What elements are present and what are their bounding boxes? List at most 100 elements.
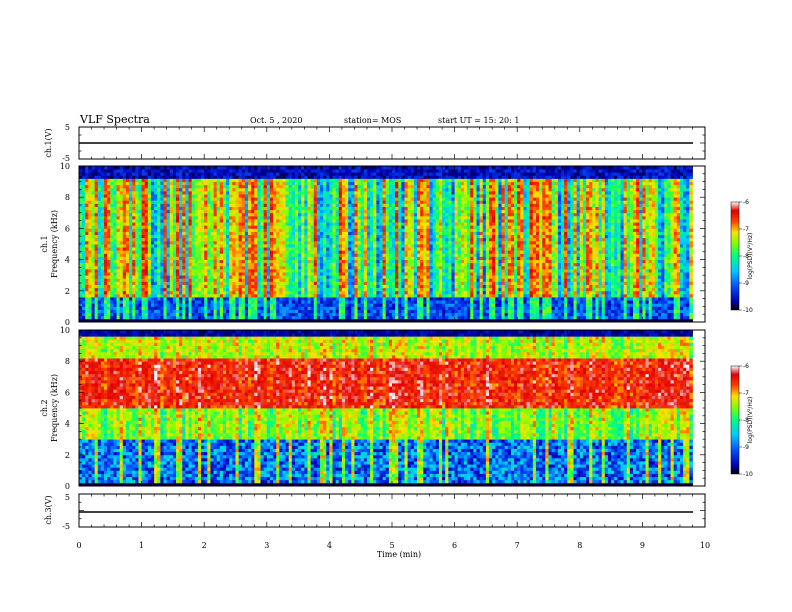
spectrogram-cell [113, 209, 117, 214]
spectrogram-cell [238, 256, 243, 260]
spectrogram-cell [157, 178, 161, 182]
spectrogram-cell [122, 212, 127, 217]
spectrogram-cell [166, 272, 171, 276]
spectrogram-cell [326, 240, 330, 245]
spectrogram-cell [301, 225, 305, 229]
spectrogram-cell [379, 306, 384, 310]
spectrogram-cell [197, 293, 202, 298]
spectrogram-cell [257, 175, 261, 179]
spectrogram-cell [147, 268, 152, 273]
spectrogram-cell [204, 281, 208, 285]
spectrogram-cell [235, 225, 240, 229]
spectrogram-cell [360, 197, 365, 201]
spectrogram-cell [79, 231, 83, 236]
spectrogram-cell [132, 178, 136, 182]
spectrogram-cell [238, 228, 243, 232]
spectrogram-cell [279, 219, 283, 223]
spectrogram-cell [335, 222, 340, 226]
spectrogram-cell [260, 172, 265, 176]
spectrogram-cell [157, 197, 161, 201]
spectrogram-cell [82, 262, 86, 267]
spectrogram-cell [125, 187, 130, 192]
spectrogram-cell [172, 306, 177, 310]
spectrogram-cell [320, 268, 324, 273]
spectrogram-cell [213, 228, 218, 232]
spectrogram-cell [122, 175, 127, 179]
spectrogram-cell [241, 175, 246, 179]
spectrogram-cell [260, 206, 265, 211]
spectrogram-cell [301, 318, 305, 323]
spectrogram-cell [263, 228, 268, 232]
spectrogram-cell [329, 275, 333, 279]
spectrogram-cell [269, 181, 274, 186]
spectrogram-cell [254, 244, 258, 248]
spectrogram-cell [266, 240, 271, 245]
spectrogram-cell [188, 287, 193, 292]
spectrogram-cell [216, 194, 221, 198]
spectrogram-cell [373, 206, 377, 211]
spectrogram-cell [238, 247, 243, 251]
spectrogram-cell [370, 203, 374, 207]
spectrogram-cell [185, 178, 189, 182]
spectrogram-cell [260, 190, 265, 195]
spectrogram-cell [163, 262, 168, 267]
spectrogram-cell [176, 215, 180, 220]
spectrogram-cell [257, 187, 261, 192]
spectrogram-cell [194, 318, 199, 323]
spectrogram-cell [251, 247, 255, 251]
spectrogram-cell [79, 237, 83, 242]
spectrogram-cell [266, 194, 271, 198]
spectrogram-cell [157, 300, 161, 304]
spectrogram-cell [125, 212, 130, 217]
spectrogram-cell [241, 219, 246, 223]
spectrogram-cell [366, 231, 371, 236]
spectrogram-cell [307, 215, 312, 220]
spectrogram-cell [313, 181, 318, 186]
spectrogram-cell [310, 184, 315, 189]
spectrogram-cell [301, 228, 305, 232]
spectrogram-cell [132, 197, 136, 201]
spectrogram-cell [235, 315, 240, 320]
spectrogram-cell [154, 225, 158, 229]
spectrogram-cell [348, 284, 352, 289]
spectrogram-cell [354, 166, 358, 170]
spectrogram-cell [229, 244, 233, 248]
spectrogram-cell [257, 203, 261, 207]
spectrogram-cell [91, 166, 96, 170]
spectrogram-cell [138, 297, 142, 301]
spectrogram-cell [360, 175, 365, 179]
spectrogram-cell [382, 262, 387, 267]
spectrogram-cell [113, 172, 117, 176]
spectrogram-cell [210, 231, 214, 236]
spectrogram-cell [332, 172, 337, 176]
spectrogram-cell [307, 219, 312, 223]
spectrogram-cell [345, 309, 349, 314]
spectrogram-cell [157, 262, 161, 267]
spectrogram-cell [366, 181, 371, 186]
spectrogram-cell [335, 297, 340, 301]
spectrogram-cell [204, 278, 208, 282]
spectrogram-cell [97, 212, 102, 217]
spectrogram-cell [310, 293, 315, 298]
spectrogram-cell [172, 215, 177, 220]
spectrogram-cell [263, 215, 268, 220]
spectrogram-cell [341, 228, 346, 232]
spectrogram-cell [279, 184, 283, 189]
spectrogram-cell [213, 231, 218, 236]
spectrogram-cell [226, 253, 230, 257]
spectrogram-cell [269, 312, 274, 317]
spectrogram-cell [320, 293, 324, 298]
spectrogram-cell [125, 194, 130, 198]
spectrogram-cell [229, 278, 233, 282]
spectrogram-cell [238, 312, 243, 317]
spectrogram-cell [298, 240, 302, 245]
spectrogram-cell [179, 206, 183, 211]
spectrogram-cell [226, 268, 230, 273]
spectrogram-cell [191, 315, 196, 320]
spectrogram-cell [351, 318, 355, 323]
spectrogram-cell [135, 172, 139, 176]
spectrogram-cell [210, 209, 214, 214]
spectrogram-cell [263, 278, 268, 282]
spectrogram-cell [307, 172, 312, 176]
spectrogram-cell [304, 262, 308, 267]
